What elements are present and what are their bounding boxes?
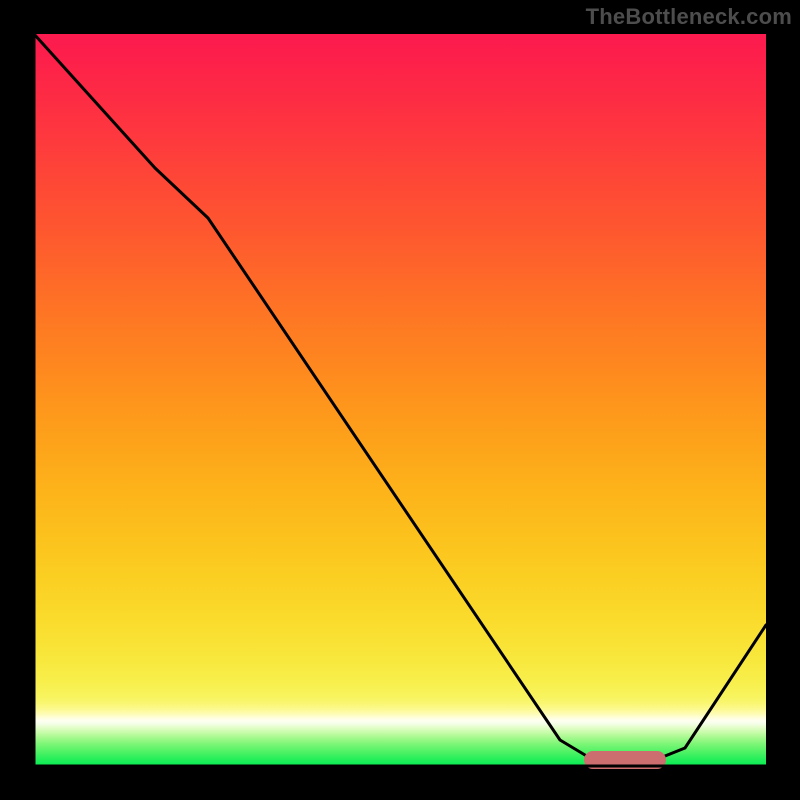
bottleneck-chart — [0, 0, 800, 800]
chart-container: TheBottleneck.com — [0, 0, 800, 800]
plot-background — [34, 34, 766, 766]
watermark-text: TheBottleneck.com — [586, 4, 792, 30]
